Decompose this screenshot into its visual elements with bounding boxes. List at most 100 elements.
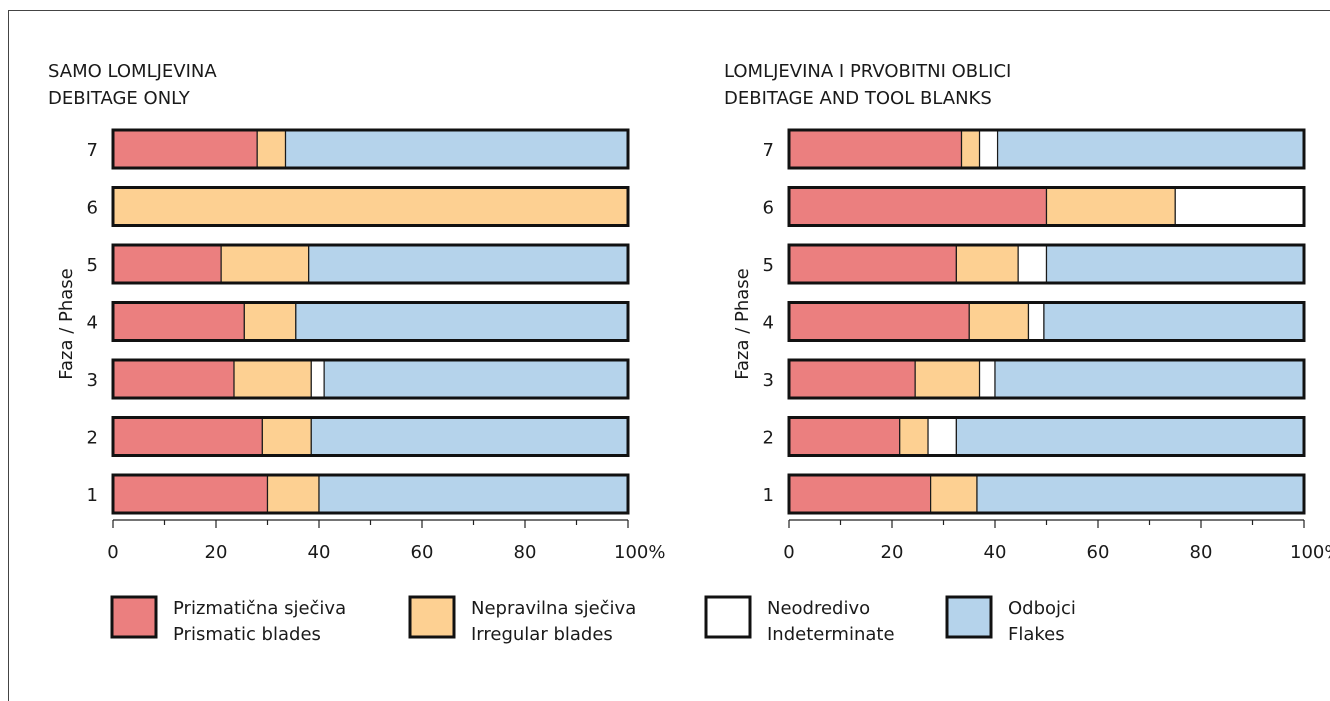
legend-swatch-irregular: [408, 595, 456, 639]
x-tick-label: 100%: [614, 542, 665, 563]
bar-outline: [111, 243, 630, 285]
x-tick-label: 0: [107, 542, 118, 563]
category-label: 6: [87, 198, 98, 219]
bar-segment-irregular: [914, 359, 981, 399]
category-label: 7: [763, 140, 774, 161]
bar-segment-irregular: [233, 359, 312, 399]
bar-outline: [787, 358, 1306, 400]
bar-outline: [787, 473, 1306, 515]
x-tick-label: 80: [514, 542, 537, 563]
bar-segment-irregular: [220, 244, 310, 284]
bar-segment-prismatic: [788, 359, 916, 399]
bar-segment-flakes: [310, 416, 629, 457]
bar-segment-flakes: [955, 416, 1305, 457]
x-tick-label: 40: [984, 542, 1007, 563]
x-tick-label: 40: [308, 542, 331, 563]
bar-segment-prismatic: [788, 244, 957, 284]
legend-label-en-prismatic: Prismatic blades: [173, 624, 321, 645]
bar-segment-indeterminate: [978, 359, 996, 399]
bar-segment-irregular: [256, 129, 287, 169]
legend-label-irregular: Nepravilna sječiva: [471, 598, 636, 619]
x-tick-label: 60: [411, 542, 434, 563]
x-tick-label: 60: [1087, 542, 1110, 563]
category-label: 4: [87, 313, 98, 334]
bar-segment-irregular: [930, 474, 978, 514]
legend-swatch-prismatic: [110, 595, 158, 639]
legend-label-en-indeterminate: Indeterminate: [767, 624, 895, 645]
bar-segment-indeterminate: [927, 416, 957, 457]
bar-segment-irregular: [1045, 186, 1176, 227]
y-axis-label: Faza / Phase: [732, 268, 753, 379]
bar-segment-irregular: [968, 301, 1030, 342]
legend-label-indeterminate: Neodredivo: [767, 598, 870, 619]
bar-segment-flakes: [323, 359, 629, 399]
category-label: 1: [763, 485, 774, 506]
category-label: 5: [87, 255, 98, 276]
bar-segment-prismatic: [112, 244, 222, 284]
bar-segment-indeterminate: [310, 359, 325, 399]
bar-segment-irregular: [243, 301, 297, 342]
bar-segment-irregular: [266, 474, 320, 514]
legend-label-en-flakes: Flakes: [1008, 624, 1065, 645]
bar-segment-flakes: [295, 301, 629, 342]
chart-title-line-2: DEBITAGE ONLY: [48, 88, 191, 109]
bar-segment-prismatic: [112, 474, 269, 514]
bar-outline: [111, 301, 630, 342]
category-label: 5: [763, 255, 774, 276]
bar-outline: [787, 243, 1306, 285]
bar-segment-prismatic: [112, 129, 258, 169]
bar-segment-irregular: [261, 416, 312, 457]
category-label: 4: [763, 313, 774, 334]
bar-outline: [111, 186, 630, 227]
category-label: 3: [763, 370, 774, 391]
x-tick-label: 100%: [1290, 542, 1330, 563]
category-label: 3: [87, 370, 98, 391]
bar-segment-prismatic: [788, 301, 970, 342]
bar-segment-prismatic: [788, 474, 932, 514]
bar-outline: [111, 128, 630, 170]
legend-swatch-indeterminate: [704, 595, 752, 639]
category-label: 7: [87, 140, 98, 161]
bar-outline: [787, 186, 1306, 227]
legend-label-en-irregular: Irregular blades: [471, 624, 613, 645]
bar-outline: [787, 416, 1306, 457]
x-tick-label: 20: [881, 542, 904, 563]
bar-outline: [111, 473, 630, 515]
category-label: 6: [763, 198, 774, 219]
chart-title-line-1: LOMLJEVINA I PRVOBITNI OBLICI: [724, 61, 1011, 82]
category-label: 1: [87, 485, 98, 506]
chart-title-line-1: SAMO LOMLJEVINA: [48, 61, 217, 82]
bar-segment-flakes: [318, 474, 629, 514]
x-tick-label: 0: [783, 542, 794, 563]
bar-segment-prismatic: [788, 129, 963, 169]
bar-outline: [111, 416, 630, 457]
legend-label-prismatic: Prizmatična sječiva: [173, 598, 346, 619]
y-axis-label: Faza / Phase: [56, 268, 77, 379]
bar-segment-indeterminate: [978, 129, 999, 169]
bar-segment-flakes: [284, 129, 629, 169]
x-tick-label: 80: [1190, 542, 1213, 563]
bar-segment-indeterminate: [1027, 301, 1045, 342]
category-label: 2: [763, 428, 774, 449]
bar-segment-irregular: [112, 186, 629, 227]
x-tick-label: 20: [205, 542, 228, 563]
legend-swatch-flakes: [945, 595, 993, 639]
bar-outline: [111, 358, 630, 400]
bar-segment-prismatic: [788, 416, 901, 457]
bar-segment-flakes: [308, 244, 629, 284]
bar-segment-flakes: [994, 359, 1305, 399]
bar-segment-irregular: [955, 244, 1019, 284]
bar-segment-flakes: [976, 474, 1305, 514]
bar-segment-irregular: [960, 129, 981, 169]
bar-segment-indeterminate: [1174, 186, 1305, 227]
bar-segment-prismatic: [788, 186, 1048, 227]
category-label: 2: [87, 428, 98, 449]
bar-segment-flakes: [1043, 301, 1305, 342]
bar-segment-irregular: [899, 416, 929, 457]
figure-frame: [8, 10, 1330, 701]
bar-segment-flakes: [996, 129, 1305, 169]
legend-label-flakes: Odbojci: [1008, 598, 1076, 619]
chart-title-line-2: DEBITAGE AND TOOL BLANKS: [724, 88, 992, 109]
bar-segment-prismatic: [112, 416, 263, 457]
